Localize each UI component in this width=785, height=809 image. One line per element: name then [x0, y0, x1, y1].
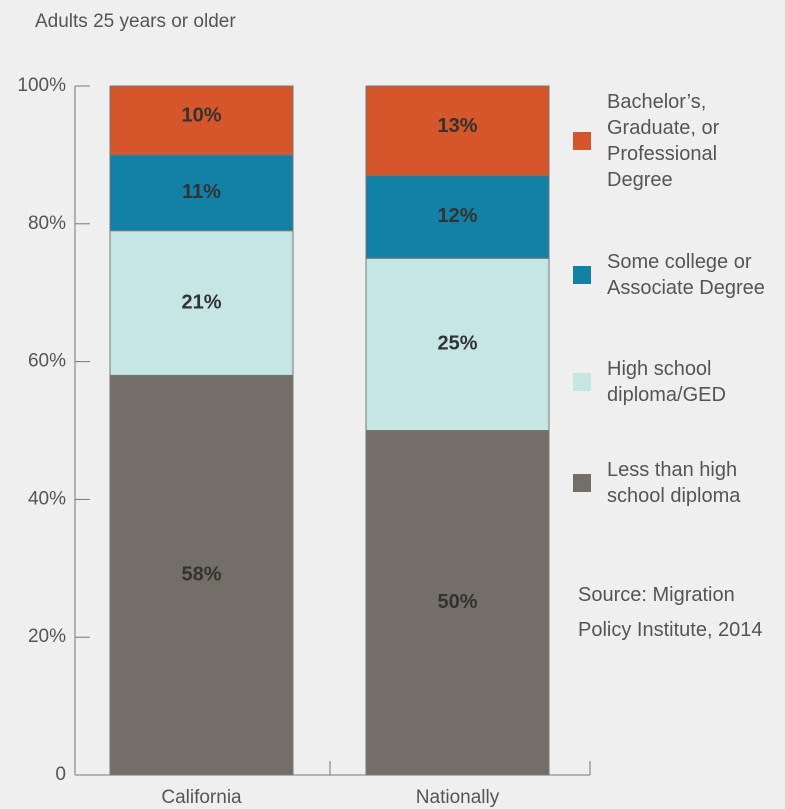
- x-tick-label: California: [161, 787, 242, 808]
- y-tick-label: 20%: [28, 626, 66, 647]
- legend-item: Less than high school diploma: [573, 457, 767, 509]
- legend-swatch: [573, 474, 591, 492]
- y-tick-label: 0: [55, 764, 66, 785]
- data-label: 21%: [181, 291, 221, 313]
- legend-label: Less than high school diploma: [607, 459, 741, 507]
- bar-segment: [109, 154, 294, 232]
- data-label: 12%: [437, 205, 477, 227]
- bar-segment: [365, 175, 550, 259]
- legend-item: Some college or Associate Degree: [573, 249, 767, 301]
- bar-segment: [109, 374, 294, 776]
- y-tick-label: 80%: [28, 213, 66, 234]
- y-tick-label: 60%: [28, 351, 66, 372]
- bar-segment: [109, 230, 294, 376]
- legend-swatch: [573, 373, 591, 391]
- y-tick-label: 100%: [17, 75, 66, 96]
- x-tick-label: Nationally: [416, 787, 500, 808]
- bar-segment: [365, 85, 550, 177]
- legend-swatch: [573, 266, 591, 284]
- data-label: 10%: [181, 105, 221, 127]
- data-label: 13%: [437, 115, 477, 137]
- legend-label: High school diploma/GED: [607, 358, 726, 406]
- bar-segment: [109, 85, 294, 156]
- bar-segment: [365, 430, 550, 776]
- bar-segment: [365, 257, 550, 431]
- data-label: 58%: [181, 563, 221, 585]
- chart-subtitle: Adults 25 years or older: [35, 11, 236, 32]
- legend-swatch: [573, 132, 591, 150]
- legend-label: Some college or Associate Degree: [607, 251, 765, 299]
- data-label: 11%: [182, 181, 221, 203]
- legend-item: Bachelor’s, Graduate, or Professional De…: [573, 89, 767, 193]
- legend-label: Bachelor’s, Graduate, or Professional De…: [607, 91, 720, 191]
- data-label: 25%: [437, 333, 477, 355]
- y-tick-label: 40%: [28, 488, 66, 509]
- data-label: 50%: [437, 591, 477, 613]
- legend-item: High school diploma/GED: [573, 356, 767, 408]
- source-note: Source: Migration Policy Institute, 2014: [578, 584, 763, 641]
